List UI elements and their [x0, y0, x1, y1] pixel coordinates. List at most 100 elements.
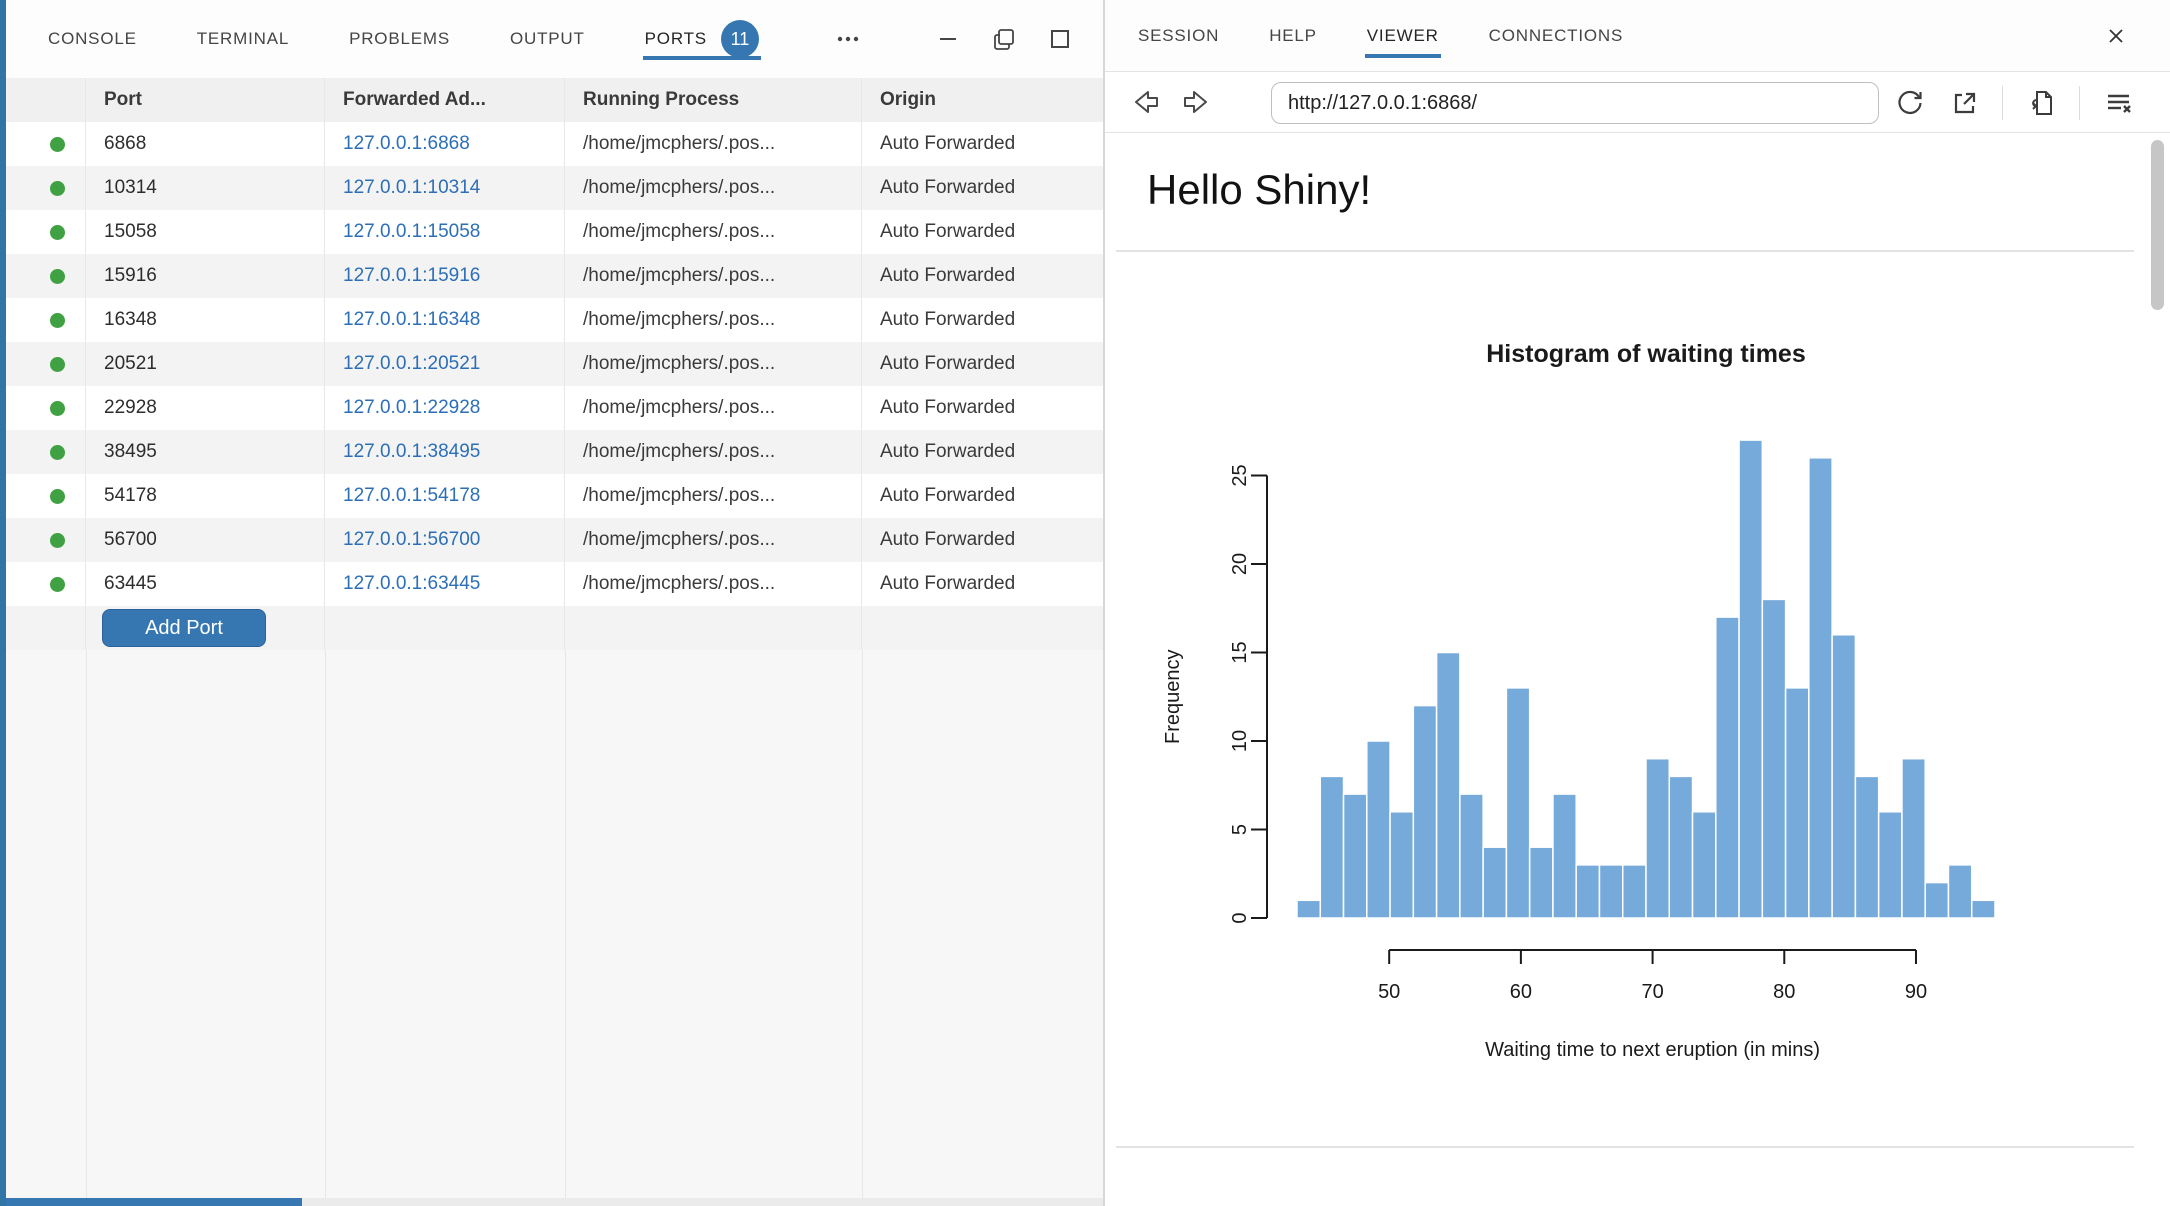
ports-table-body: 6868 127.0.0.1:6868/home/jmcphers/.pos...…: [6, 122, 1103, 606]
port-number: 20521: [86, 342, 325, 386]
column-separator: [86, 650, 87, 1206]
port-number: 10314: [86, 166, 325, 210]
forward-icon[interactable]: [1175, 80, 1219, 124]
open-in-browser-icon[interactable]: [1942, 81, 1986, 125]
forwarded-address-link[interactable]: 127.0.0.1:15916: [343, 265, 481, 286]
svg-text:10: 10: [1229, 730, 1251, 752]
tab-connections[interactable]: CONNECTIONS: [1489, 0, 1623, 71]
running-process: /home/jmcphers/.pos...: [565, 254, 862, 298]
forwarded-address-link[interactable]: 127.0.0.1:38495: [343, 441, 481, 462]
tab-problems[interactable]: PROBLEMS: [349, 0, 450, 78]
reload-icon[interactable]: [1888, 81, 1932, 125]
forwarded-address-link[interactable]: 127.0.0.1:10314: [343, 177, 481, 198]
tab-terminal[interactable]: TERMINAL: [197, 0, 289, 78]
ports-table-header: Port Forwarded Ad... Running Process Ori…: [6, 78, 1103, 122]
port-status-icon: [50, 576, 65, 592]
forwarded-address-link[interactable]: 127.0.0.1:6868: [343, 133, 470, 154]
minimize-panel-icon[interactable]: [926, 17, 970, 61]
svg-text:20: 20: [1229, 553, 1251, 575]
url-input[interactable]: [1271, 82, 1879, 124]
port-number: 15916: [86, 254, 325, 298]
vertical-scrollbar-thumb[interactable]: [2151, 140, 2164, 310]
forwarded-address-link[interactable]: 127.0.0.1:15058: [343, 221, 481, 242]
clear-viewer-icon[interactable]: [2096, 81, 2140, 125]
open-in-editor-icon[interactable]: [2019, 81, 2063, 125]
svg-text:80: 80: [1773, 981, 1795, 1003]
running-process: /home/jmcphers/.pos...: [565, 342, 862, 386]
restore-panel-icon[interactable]: [982, 17, 1026, 61]
port-status-icon: [50, 532, 65, 548]
toolbar-separator: [2002, 85, 2003, 120]
port-number: 22928: [86, 386, 325, 430]
back-icon[interactable]: [1123, 80, 1167, 124]
port-status-icon: [50, 488, 65, 504]
add-port-cell: Add Port: [86, 606, 325, 650]
tab-ports[interactable]: PORTS 11: [642, 0, 762, 78]
tab-session[interactable]: SESSION: [1138, 0, 1219, 71]
port-number: 15058: [86, 210, 325, 254]
running-process: /home/jmcphers/.pos...: [565, 298, 862, 342]
table-row[interactable]: 54178 127.0.0.1:54178/home/jmcphers/.pos.…: [6, 474, 1103, 518]
svg-text:Waiting time to next eruption: Waiting time to next eruption (in mins): [1485, 1039, 1820, 1061]
table-row[interactable]: 16348 127.0.0.1:16348/home/jmcphers/.pos.…: [6, 298, 1103, 342]
tab-help-label: HELP: [1269, 25, 1317, 45]
port-number: 63445: [86, 562, 325, 606]
panel-divider[interactable]: [1103, 0, 1105, 1206]
viewer-toolbar: [1105, 72, 2170, 133]
tab-output[interactable]: OUTPUT: [510, 0, 585, 78]
horizontal-scrollbar-thumb[interactable]: [0, 1198, 302, 1206]
tab-ports-label: PORTS: [644, 29, 707, 48]
column-separator: [565, 650, 566, 1206]
origin: Auto Forwarded: [880, 353, 1016, 374]
table-row[interactable]: 38495 127.0.0.1:38495/home/jmcphers/.pos.…: [6, 430, 1103, 474]
close-panel-icon[interactable]: [2094, 14, 2138, 58]
port-status-icon: [50, 224, 65, 240]
running-process: /home/jmcphers/.pos...: [565, 562, 862, 606]
panel-focus-accent: [0, 0, 6, 1206]
table-row[interactable]: 15058 127.0.0.1:15058/home/jmcphers/.pos.…: [6, 210, 1103, 254]
port-status-icon: [50, 180, 65, 196]
add-port-button[interactable]: Add Port: [102, 609, 266, 647]
forwarded-address-link[interactable]: 127.0.0.1:56700: [343, 529, 481, 550]
port-status-icon: [50, 400, 65, 416]
port-number: 38495: [86, 430, 325, 474]
port-column-header: Port: [86, 78, 325, 122]
svg-text:25: 25: [1229, 464, 1251, 486]
forwarded-address-link[interactable]: 127.0.0.1:16348: [343, 309, 481, 330]
port-status-icon: [50, 136, 65, 152]
table-row[interactable]: 20521 127.0.0.1:20521/home/jmcphers/.pos.…: [6, 342, 1103, 386]
forwarded-column-header: Forwarded Ad...: [325, 78, 565, 122]
table-row[interactable]: 15916 127.0.0.1:15916/home/jmcphers/.pos.…: [6, 254, 1103, 298]
waiting-times-histogram: 0 5 10 15 20 25 50 60 70 80 90 Histogram of waiting…: [1162, 340, 1996, 1061]
add-port-row-cell: [565, 606, 862, 650]
svg-text:90: 90: [1905, 981, 1927, 1003]
add-port-row-spacer: [6, 606, 86, 650]
tab-viewer[interactable]: VIEWER: [1364, 0, 1441, 71]
running-process: /home/jmcphers/.pos...: [565, 430, 862, 474]
horizontal-scrollbar[interactable]: [0, 1198, 1103, 1206]
tab-help[interactable]: HELP: [1269, 0, 1317, 71]
add-port-row-cell: [325, 606, 565, 650]
forwarded-address-link[interactable]: 127.0.0.1:54178: [343, 485, 481, 506]
port-number: 16348: [86, 298, 325, 342]
port-number: 6868: [86, 122, 325, 166]
running-process: /home/jmcphers/.pos...: [565, 166, 862, 210]
page-title: Hello Shiny!: [1147, 166, 1372, 213]
table-row[interactable]: 56700 127.0.0.1:56700/home/jmcphers/.pos.…: [6, 518, 1103, 562]
tab-console[interactable]: CONSOLE: [48, 0, 137, 78]
table-row[interactable]: 10314 127.0.0.1:10314/home/jmcphers/.pos.…: [6, 166, 1103, 210]
svg-text:0: 0: [1229, 912, 1251, 923]
forwarded-address-link[interactable]: 127.0.0.1:63445: [343, 573, 481, 594]
more-actions-icon[interactable]: [826, 17, 870, 61]
origin: Auto Forwarded: [880, 133, 1016, 154]
table-row[interactable]: 22928 127.0.0.1:22928/home/jmcphers/.pos.…: [6, 386, 1103, 430]
maximize-panel-icon[interactable]: [1038, 17, 1082, 61]
forwarded-address-link[interactable]: 127.0.0.1:20521: [343, 353, 481, 374]
ports-table-empty-area: [6, 650, 1103, 1206]
origin-column-header: Origin: [880, 89, 936, 110]
process-column-header: Running Process: [565, 78, 862, 122]
tab-output-label: OUTPUT: [509, 29, 585, 48]
forwarded-address-link[interactable]: 127.0.0.1:22928: [343, 397, 481, 418]
table-row[interactable]: 63445 127.0.0.1:63445/home/jmcphers/.pos.…: [6, 562, 1103, 606]
table-row[interactable]: 6868 127.0.0.1:6868/home/jmcphers/.pos...…: [6, 122, 1103, 166]
